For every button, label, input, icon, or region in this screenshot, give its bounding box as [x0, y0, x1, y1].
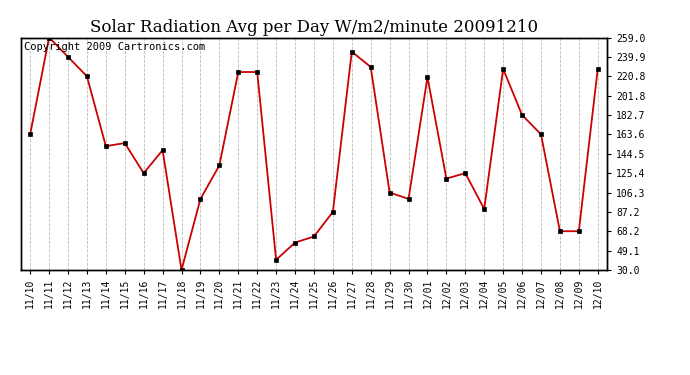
Title: Solar Radiation Avg per Day W/m2/minute 20091210: Solar Radiation Avg per Day W/m2/minute … — [90, 19, 538, 36]
Text: Copyright 2009 Cartronics.com: Copyright 2009 Cartronics.com — [23, 42, 205, 52]
